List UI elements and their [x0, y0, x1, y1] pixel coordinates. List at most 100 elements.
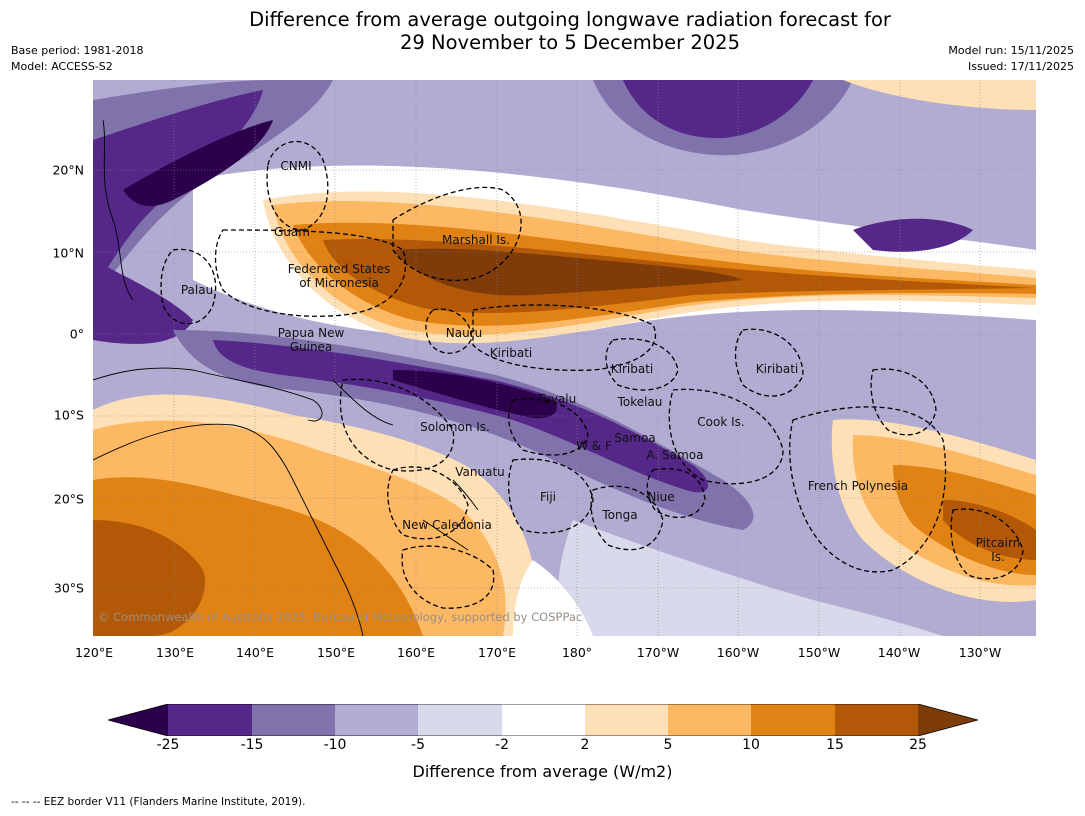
lon-label-170w: 170°W: [636, 645, 680, 660]
colorbar-tick-2: 2: [580, 737, 590, 753]
eez-pitcairn: [950, 508, 1024, 580]
eez-tonga: [590, 485, 664, 551]
label-cnmi: CNMI: [280, 159, 312, 173]
lat-label-20n: 20°N: [52, 162, 84, 178]
label-solomon-islands: Solomon Is.: [420, 420, 490, 434]
lat-label-0: 0°: [69, 326, 84, 342]
label-niue: Niue: [647, 490, 675, 504]
meta-left: Base period: 1981-2018 Model: ACCESS-S2: [11, 43, 143, 75]
lon-label-160w: 160°W: [716, 645, 760, 660]
label-png: Papua New Guinea: [277, 326, 345, 354]
label-tokelau: Tokelau: [617, 395, 663, 409]
coast-vanuatu: [452, 479, 479, 511]
lon-label-180: 180°: [561, 645, 593, 660]
lon-label-120e: 120°E: [74, 645, 114, 660]
lon-label-160e: 160°E: [396, 645, 436, 660]
colorbar-tick-neg15: -15: [240, 737, 264, 753]
eez-nauru: [425, 308, 472, 354]
model-name: Model: ACCESS-S2: [11, 60, 113, 73]
label-american-samoa: A. Samoa: [646, 448, 704, 462]
label-vanuatu: Vanuatu: [455, 465, 505, 479]
colorbar-tick-neg2: -2: [495, 737, 509, 753]
field-light-orange-ne: [843, 80, 1036, 110]
label-cook-islands: Cook Is.: [697, 415, 745, 429]
label-new-caledonia: New Caledonia: [402, 518, 492, 532]
title-line-1: Difference from average outgoing longwav…: [249, 8, 891, 31]
coast-philippines: [102, 119, 134, 301]
map-canvas: [93, 80, 1036, 636]
label-nauru: Nauru: [445, 326, 483, 340]
graticule: [93, 80, 1036, 636]
eez-kiribati-central: [605, 338, 679, 391]
eez-fsm: [214, 229, 407, 317]
field-dark-purple-spcz: [213, 340, 708, 493]
meta-right: Model run: 15/11/2025 Issued: 17/11/2025: [948, 43, 1074, 75]
field-brown-se: [943, 500, 1036, 560]
colorbar-bin-9: [835, 704, 918, 736]
eez-cook-islands: [668, 388, 784, 485]
lon-label-130w: 130°W: [958, 645, 1002, 660]
eez-french-polynesia-north: [870, 368, 937, 436]
eez-footnote: -- -- -- EEZ border V11 (Flanders Marine…: [11, 796, 306, 808]
lat-label-30s: 30°S: [53, 580, 84, 596]
eez-niue: [646, 468, 706, 519]
eez-fiji: [508, 458, 594, 534]
colorbar-bin-3: [335, 704, 418, 736]
eez-palau: [160, 248, 217, 325]
lon-label-150w: 150°W: [797, 645, 841, 660]
lat-label-10s: 10°S: [53, 407, 84, 423]
lon-label-170e: 170°E: [477, 645, 517, 660]
eez-new-caledonia: [401, 545, 495, 609]
coast-solomons: [332, 379, 394, 426]
base-period: Base period: 1981-2018: [11, 44, 144, 57]
colorbar-bin-4: [418, 704, 502, 736]
field-white-south: [513, 560, 593, 636]
colorbar-tick-neg25: -25: [156, 737, 180, 753]
field-purple-spcz: [173, 330, 754, 530]
model-run: Model run: 15/11/2025: [948, 44, 1074, 57]
label-tuvalu: Tuvalu: [537, 392, 577, 406]
lon-label-130e: 130°E: [155, 645, 195, 660]
eez-cnmi-guam: [266, 140, 329, 231]
colorbar-tick-25: 25: [909, 737, 927, 753]
colorbar-tick-5: 5: [663, 737, 673, 753]
eez-kiribati-west: [472, 304, 657, 371]
map-title: Difference from average outgoing longwav…: [0, 8, 1085, 54]
coast-new-guinea: [93, 367, 323, 422]
eez-tuvalu: [508, 398, 589, 456]
label-kiribati-west: Kiribati: [489, 346, 533, 360]
lat-label-10n: 10°N: [52, 245, 84, 261]
forecast-map: [93, 80, 1036, 636]
eez-solomon-islands: [339, 378, 455, 472]
colorbar-tick-neg10: -10: [323, 737, 347, 753]
colorbar: [108, 704, 978, 736]
eez-borders: [160, 140, 1024, 609]
colorbar-label: Difference from average (W/m2): [412, 762, 673, 781]
label-french-polynesia: French Polynesia: [807, 479, 909, 493]
label-fiji: Fiji: [539, 490, 557, 504]
label-tonga: Tonga: [602, 508, 638, 522]
lat-label-20s: 20°S: [53, 491, 84, 507]
colorbar-bin-8: [751, 704, 835, 736]
label-kiribati-central: Kiribati: [610, 362, 654, 376]
title-line-2: 29 November to 5 December 2025: [400, 31, 740, 54]
coastlines: [93, 119, 479, 636]
lon-label-140e: 140°E: [235, 645, 275, 660]
colorbar-tick-10: 10: [742, 737, 760, 753]
colorbar-tick-15: 15: [826, 737, 844, 753]
label-marshall-islands: Marshall Is.: [442, 233, 510, 247]
field-darkest-brown-north: [393, 248, 743, 296]
issued-date: Issued: 17/11/2025: [967, 60, 1074, 73]
colorbar-tick-neg5: -5: [411, 737, 425, 753]
field-dark-purple-ne: [623, 80, 813, 139]
eez-french-polynesia: [789, 406, 947, 573]
label-guam: Guam: [274, 225, 310, 239]
field-brown-sw: [93, 520, 205, 636]
coast-australia: [93, 423, 364, 636]
copyright-notice: © Commonwealth of Australia 2025, Bureau…: [98, 610, 583, 624]
label-kiribati-east: Kiribati: [755, 362, 799, 376]
eez-vanuatu: [387, 466, 469, 540]
field-dark-purple-w: [93, 260, 193, 344]
field-dark-purple-east: [853, 218, 973, 252]
eez-kiribati-east: [734, 328, 804, 397]
